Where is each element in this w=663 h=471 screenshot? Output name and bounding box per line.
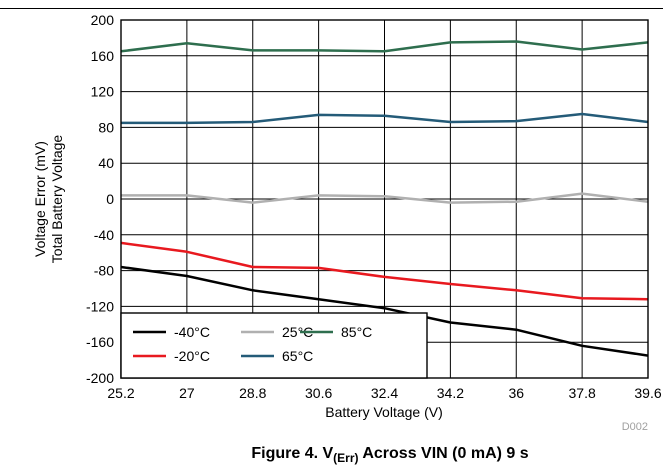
y-tick-label: 200	[91, 12, 115, 28]
x-tick-label: 27	[179, 385, 195, 401]
y-tick-label: 160	[91, 48, 115, 64]
y-axis-label-line1: Voltage Error (mV)	[32, 141, 48, 257]
y-tick-label: 40	[98, 155, 114, 171]
y-tick-label: -80	[94, 263, 114, 279]
y-tick-label: -200	[86, 370, 114, 386]
legend: -40°C 25°C 85°C -20°C 65°C	[120, 312, 428, 379]
legend-box	[120, 312, 428, 379]
y-tick-label: -120	[86, 298, 114, 314]
y-tick-label: 0	[106, 191, 114, 207]
series-line	[120, 40, 649, 53]
x-tick-label: 36	[508, 385, 524, 401]
x-tick-label: 37.8	[569, 385, 596, 401]
series-line	[120, 241, 649, 301]
x-tick-label: 30.6	[305, 385, 332, 401]
series-line	[121, 192, 649, 204]
y-tick-label: 80	[98, 119, 114, 135]
x-axis-label: Battery Voltage (V)	[325, 404, 443, 420]
y-axis-label-line2: Total Battery Voltage	[49, 135, 65, 264]
legend-label: -20°C	[174, 348, 210, 364]
legend-entries: -40°C 25°C 85°C -20°C 65°C	[133, 324, 372, 364]
y-tick-labels: 200 160 120 80 40 0 -40 -80 -120 -160 -200	[86, 12, 114, 386]
x-tick-label: 25.2	[107, 385, 134, 401]
caption-prefix: Figure 4. V	[251, 445, 333, 462]
x-tick-label: 32.4	[371, 385, 398, 401]
y-tick-label: -160	[86, 334, 114, 350]
series-lines	[120, 40, 649, 357]
x-tick-label: 28.8	[239, 385, 266, 401]
y-tick-label: 120	[91, 84, 115, 100]
figure-code: D002	[622, 421, 648, 433]
legend-label: -40°C	[174, 324, 210, 340]
top-rule	[0, 8, 663, 9]
legend-label: 65°C	[282, 348, 313, 364]
legend-label: 85°C	[341, 324, 372, 340]
legend-label: 25°C	[282, 324, 313, 340]
caption-subscript: (Err)	[333, 451, 358, 465]
series-line	[121, 112, 649, 125]
caption-suffix: Across VIN (0 mA) 9 s	[359, 445, 529, 462]
series-line	[120, 265, 649, 357]
y-tick-label: -40	[94, 227, 114, 243]
x-tick-label: 39.6	[634, 385, 661, 401]
x-tick-labels: 25.2 27 28.8 30.6 32.4 34.2 36 37.8 39.6	[107, 385, 661, 401]
figure-caption: Figure 4. V(Err) Across VIN (0 mA) 9 s	[251, 445, 528, 465]
x-tick-label: 34.2	[437, 385, 464, 401]
